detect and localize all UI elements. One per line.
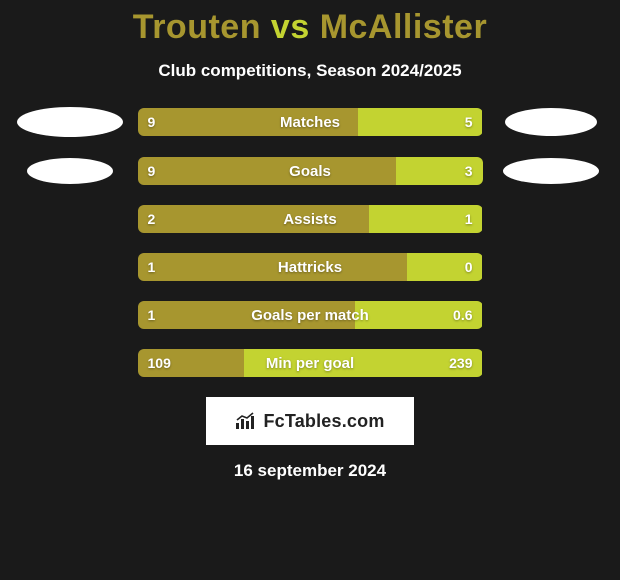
player2-name: McAllister	[320, 8, 488, 46]
stats-container: 95Matches93Goals21Assists10Hattricks10.6…	[0, 107, 620, 377]
stat-bar-left	[138, 205, 369, 233]
stat-bar: 109239Min per goal	[138, 349, 483, 377]
stat-value-left: 109	[148, 349, 171, 377]
comparison-card: Trouten vs McAllister Club competitions,…	[0, 0, 620, 481]
stat-bar: 95Matches	[138, 108, 483, 136]
stat-value-right: 5	[465, 108, 473, 136]
stat-bar: 10Hattricks	[138, 253, 483, 281]
stat-value-right: 0	[465, 253, 473, 281]
stat-value-right: 1	[465, 205, 473, 233]
stat-bar-right	[244, 349, 482, 377]
date-text: 16 september 2024	[0, 461, 620, 481]
stat-value-right: 0.6	[453, 301, 472, 329]
player-ellipse	[27, 158, 113, 184]
brand-badge: FcTables.com	[206, 397, 414, 445]
stat-bar: 21Assists	[138, 205, 483, 233]
brand-chart-icon	[235, 412, 257, 430]
stat-bar-left	[138, 108, 359, 136]
right-ellipse-slot	[483, 108, 619, 136]
left-ellipse-slot	[2, 158, 138, 184]
stat-value-left: 9	[148, 108, 156, 136]
vs-text: vs	[261, 8, 320, 46]
stat-bar-left	[138, 301, 355, 329]
stat-row: 109239Min per goal	[0, 349, 620, 377]
stat-value-right: 3	[465, 157, 473, 185]
stat-value-left: 1	[148, 301, 156, 329]
stat-row: 10Hattricks	[0, 253, 620, 281]
stat-row: 95Matches	[0, 107, 620, 137]
player-ellipse	[17, 107, 123, 137]
player-ellipse	[503, 158, 599, 184]
stat-bar: 93Goals	[138, 157, 483, 185]
player1-name: Trouten	[133, 8, 261, 46]
stat-bar-left	[138, 253, 407, 281]
stat-bar: 10.6Goals per match	[138, 301, 483, 329]
brand-text: FcTables.com	[263, 411, 384, 432]
stat-value-left: 1	[148, 253, 156, 281]
stat-row: 93Goals	[0, 157, 620, 185]
stat-bar-left	[138, 157, 397, 185]
stat-row: 10.6Goals per match	[0, 301, 620, 329]
stat-row: 21Assists	[0, 205, 620, 233]
stat-value-left: 9	[148, 157, 156, 185]
stat-value-left: 2	[148, 205, 156, 233]
left-ellipse-slot	[2, 107, 138, 137]
stat-value-right: 239	[449, 349, 472, 377]
subtitle: Club competitions, Season 2024/2025	[0, 61, 620, 81]
player-ellipse	[505, 108, 597, 136]
page-title: Trouten vs McAllister	[0, 8, 620, 47]
right-ellipse-slot	[483, 158, 619, 184]
